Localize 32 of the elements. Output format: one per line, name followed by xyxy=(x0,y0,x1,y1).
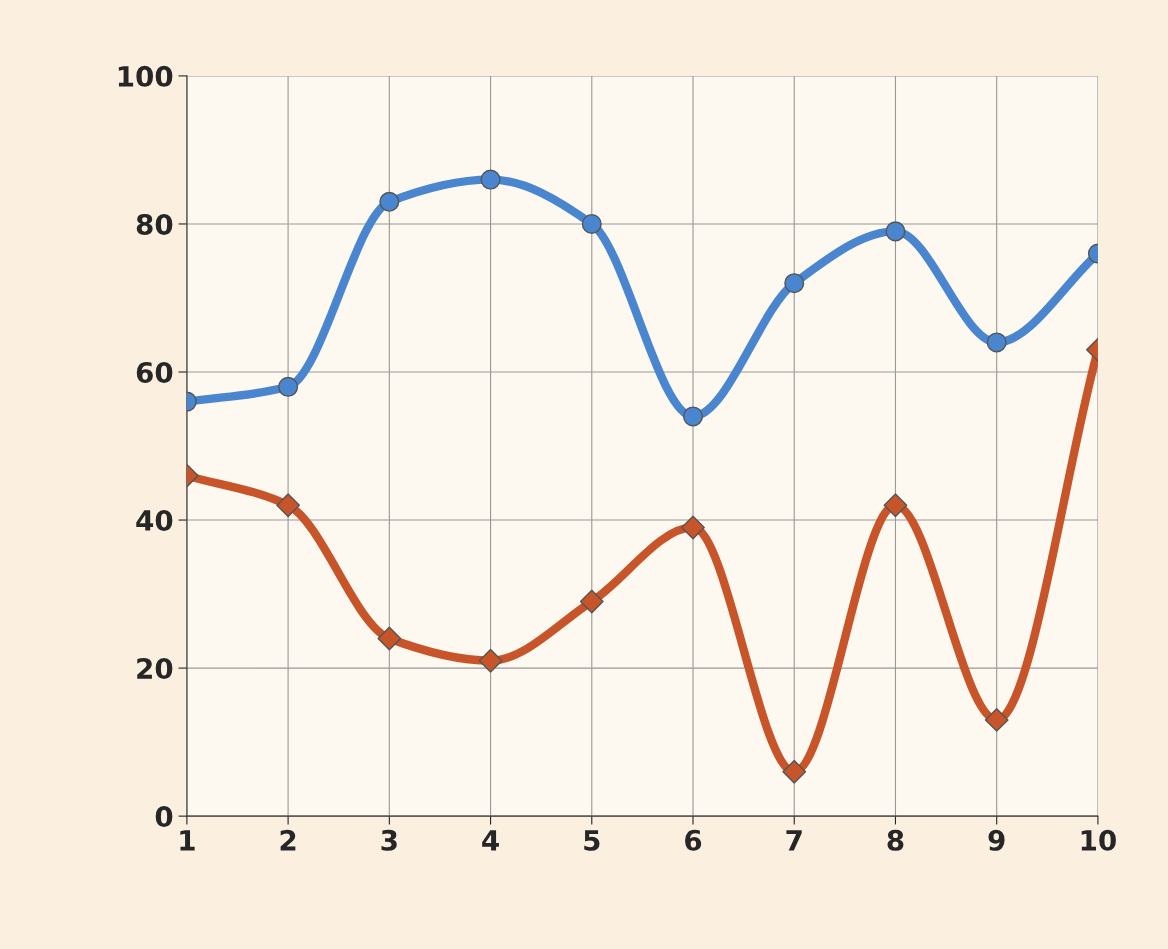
point xyxy=(883,493,908,518)
point xyxy=(885,221,906,242)
point xyxy=(984,708,1009,732)
x-tick-label: 1 xyxy=(180,830,195,851)
point xyxy=(784,273,805,294)
x-tick-label: 8 xyxy=(887,829,904,851)
y-tick-label: 40 xyxy=(136,509,173,531)
y-tick-label: 0 xyxy=(155,806,173,828)
y-tick-label: 80 xyxy=(136,213,173,235)
point xyxy=(278,376,299,397)
x-tick-label: 6 xyxy=(685,829,702,851)
point xyxy=(683,406,704,427)
x-tick-label: 3 xyxy=(381,829,397,851)
point xyxy=(276,493,300,518)
point xyxy=(782,759,807,784)
y-tick-label: 100 xyxy=(118,65,173,87)
x-tick-label: 10 xyxy=(1081,829,1116,851)
point xyxy=(681,515,705,540)
point xyxy=(581,213,602,234)
x-tick-label: 4 xyxy=(482,830,499,851)
x-tick-label: 5 xyxy=(584,830,600,851)
y-tick-label: 20 xyxy=(137,658,173,680)
x-tick-label: 7 xyxy=(786,830,802,851)
point xyxy=(478,648,503,673)
y-tick-label: 60 xyxy=(136,361,173,383)
point xyxy=(579,589,604,614)
point xyxy=(986,332,1007,353)
point xyxy=(379,191,400,212)
x-tick-label: 2 xyxy=(280,829,296,851)
x-tick-label: 9 xyxy=(988,829,1005,851)
point xyxy=(377,626,402,651)
point xyxy=(480,169,501,190)
